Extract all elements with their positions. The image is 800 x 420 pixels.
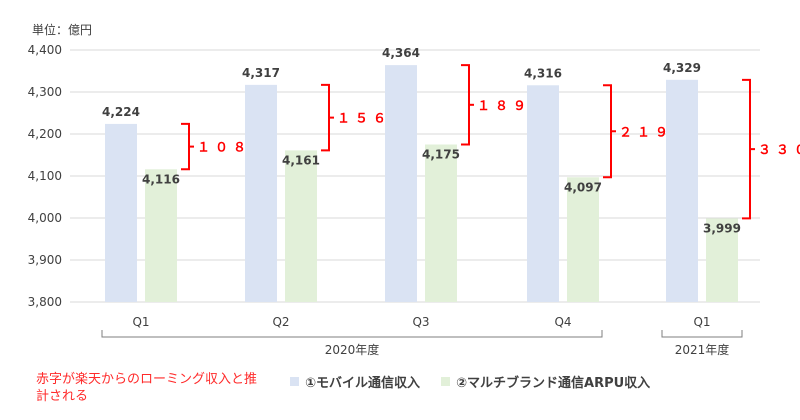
difference-label: １８９ (477, 99, 531, 114)
group-label: 2020年度 (325, 342, 380, 357)
difference-label: １５６ (337, 112, 391, 127)
bar-multibrand (706, 218, 738, 302)
legend-item-multibrand: ②マルチブランド通信ARPU収入 (441, 372, 650, 391)
difference-bracket (603, 84, 612, 179)
difference-annotations: １０８ １５６ １８９ ２１９ ３３０ (181, 64, 800, 220)
group-bracket (101, 330, 603, 338)
legend-item-mobile: ①モバイル通信収入 (290, 372, 420, 391)
bar-multibrand (425, 144, 457, 302)
data-label-multibrand: 3,999 (703, 221, 741, 235)
y-axis-ticks: 3,800 3,900 4,000 4,100 4,200 4,300 4,400 (28, 43, 62, 309)
y-tick-label: 4,100 (28, 169, 62, 183)
data-label-multibrand: 4,116 (142, 172, 180, 186)
bars (105, 65, 738, 303)
y-tick-label: 3,900 (28, 253, 62, 267)
bar-mobile (666, 79, 698, 302)
difference-bracket (461, 64, 470, 146)
x-tick-label: Q2 (272, 315, 289, 329)
unit-label: 単位：億円 (32, 22, 92, 37)
difference-bracket (321, 83, 330, 152)
data-label-mobile: 4,224 (102, 105, 140, 119)
bar-mobile (245, 84, 277, 302)
y-tick-label: 3,800 (28, 295, 62, 309)
data-label-mobile: 4,364 (382, 46, 420, 60)
x-tick-label: Q1 (693, 315, 710, 329)
data-label-multibrand: 4,175 (422, 148, 460, 162)
difference-label: ２１９ (619, 125, 673, 140)
difference-bracket (742, 78, 751, 220)
y-tick-label: 4,000 (28, 211, 62, 225)
legend-label-multibrand: ②マルチブランド通信ARPU収入 (456, 376, 651, 391)
bar-mobile (527, 85, 559, 302)
bar-multibrand (567, 177, 599, 302)
data-label-mobile: 4,329 (663, 61, 701, 75)
x-tick-label: Q1 (132, 315, 149, 329)
note-text: 赤字が楽天からのローミング収入と推計される (36, 372, 258, 404)
data-label-mobile: 4,316 (524, 66, 562, 80)
bar-mobile (385, 65, 417, 303)
y-tick-label: 4,300 (28, 85, 62, 99)
data-labels: 4,224 4,116 4,317 4,161 4,364 4,175 4,316 4,097… (102, 46, 741, 235)
legend-swatch-mobile (290, 377, 299, 386)
data-label-multibrand: 4,097 (564, 180, 602, 194)
data-label-multibrand: 4,161 (282, 153, 320, 167)
group-bracket (661, 330, 743, 338)
group-label: 2021年度 (675, 342, 730, 357)
difference-label: ３３０ (758, 143, 800, 158)
difference-label: １０８ (197, 141, 251, 156)
difference-bracket (181, 122, 190, 171)
x-tick-label: Q3 (412, 315, 429, 329)
legend-swatch-multibrand (441, 377, 450, 386)
x-axis: Q1 Q2 Q3 Q4 Q1 2020年度 2021年度 (101, 315, 743, 357)
bar-multibrand (285, 150, 317, 302)
bar-multibrand (145, 169, 177, 302)
y-tick-label: 4,200 (28, 127, 62, 141)
bar-mobile (105, 123, 137, 302)
data-label-mobile: 4,317 (242, 66, 280, 80)
y-tick-label: 4,400 (28, 43, 62, 57)
x-tick-label: Q4 (554, 315, 571, 329)
legend-label-mobile: ①モバイル通信収入 (305, 376, 421, 391)
